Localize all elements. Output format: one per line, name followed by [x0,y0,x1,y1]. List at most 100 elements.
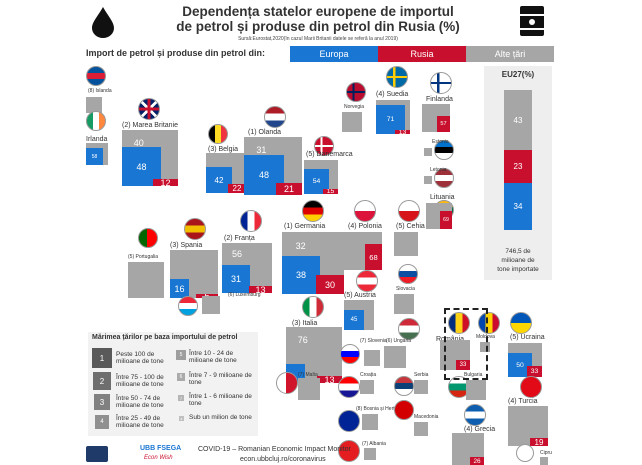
rusia-segment-lituania: 69 [440,211,452,229]
europa-segment-spania: 16 [170,279,189,298]
rusia-segment-belgia: 22 [228,184,246,193]
rusia-segment-marea-britanie: 12 [153,179,178,186]
flag-danemarca-icon [314,136,334,156]
alte-value-marea-britanie: 40 [133,137,144,148]
country-square-letonia [424,176,432,184]
country-square-danemarca: 54 15 [304,160,338,194]
flag-finlanda-icon [430,72,452,94]
flag-bosnia-si-hertegovina-icon [338,410,360,432]
country-square-estonia [424,148,432,156]
europa-segment-suedia: 71 [376,105,405,134]
eu27-total-line-1: 746,5 de [505,248,531,255]
country-square-cipru [540,457,548,465]
size-rank-6-box: 6 [177,373,185,381]
flag-italia-icon [302,296,324,318]
rusia-segment-suedia: 13 [395,130,410,134]
flag-albania-icon [338,440,360,462]
size-rank-2-box: 2 [93,372,111,390]
country-label-polonia: (4) Polonia [348,223,382,230]
size-rank-4-box: 4 [95,415,109,429]
country-label-norvegia: Norvegia [344,104,365,110]
eu27-alte-segment: 43 [504,90,532,150]
country-square-luxemburg [202,296,220,314]
country-square-irlanda: 58 [86,143,108,165]
alte-value-franta: 56 [231,249,242,260]
country-label-turcia: (4) Turcia [508,398,538,405]
eu27-total-line-3: tone importate [497,266,539,273]
flag-luxemburg-icon [178,296,198,316]
size-rank-7-text: Între 1 - 6 milioane de tone [189,393,252,407]
country-label-italia: (3) Italia [292,320,318,327]
title-line-1: Dependența statelor europene de importul [182,4,454,19]
footer-url[interactable]: econ.ubbcluj.ro/coronavirus [240,456,326,463]
country-label-malta: (7) Malta [298,372,318,378]
country-label-marea-britanie: (2) Marea Britanie [122,122,179,129]
country-square-turcia: 19 [508,406,548,446]
country-label-ucraina: (5) Ucraina [510,334,545,341]
country-square-cehia [394,232,418,256]
country-square-belgia: 42 22 [206,153,246,193]
source-note: Sursă:Eurostat,2020(în cazul Marii Brita… [238,36,398,42]
size-legend-title: Mărimea țărilor pe baza importului de pe… [92,334,238,341]
country-label-germania: (1) Germania [284,223,326,230]
size-rank-3-box: 3 [94,394,110,410]
legend-alte: Alte țări [466,46,554,62]
flag-suedia-icon [386,66,408,88]
country-label-estonia: Estonia [432,139,449,145]
country-square-croatia [360,380,374,394]
country-square-norvegia [342,112,362,132]
country-label-ungaria: (6) Ungaria [386,338,412,344]
rusia-segment-ucraina: 33 [527,366,542,377]
size-rank-6-text: Între 7 - 9 milioane de tone [189,372,252,386]
alte-value-italia: 76 [297,334,308,345]
country-label-slovenia: (7) Slovenia [360,338,387,344]
flag-portugalia-icon [138,228,158,248]
flag-slovenia-icon [340,344,360,364]
flag-olanda-icon [264,106,286,128]
country-label-cipru: Cipru [540,450,552,456]
alte-value-germania: 32 [295,240,306,251]
country-square-franta: 31 13 56 [222,243,272,293]
country-square-serbia [414,380,428,394]
country-label-cehia: (5) Cehia [396,223,425,230]
europa-segment-austria: 45 [344,310,364,330]
footer-text: COVID-19 – Romanian Economic Impact Moni… [198,446,351,453]
country-label-macedonia: Macedonia [414,414,439,420]
country-label-luxemburg: (6) Luxemburg [228,292,261,298]
country-square-bosnia-si-hertegovina [362,414,378,430]
country-square-austria: 45 [344,300,374,330]
europa-segment-germania: 38 [282,256,320,294]
country-square-spania: 166 [170,250,218,298]
rusia-segment-italia: 13 [317,376,342,383]
rusia-segment-franta: 13 [249,286,272,293]
country-label-romania: România [436,336,464,343]
rusia-segment-olanda: 21 [276,183,302,195]
flag-irlanda-icon [86,111,106,131]
flag-macedonia-icon [394,400,414,420]
country-label-bulgaria: Bulgaria [464,372,483,378]
flag-norvegia-icon [346,82,366,102]
infographic-poster: Dependența statelor europene de importul… [80,0,556,465]
flag-grecia-icon [464,404,486,426]
country-label-olanda: (1) Olanda [248,129,282,136]
legend-question: Import de petrol și produse din petrol d… [86,48,266,58]
size-rank-7-box: 7 [178,395,184,401]
country-label-islanda: (8) Islanda [88,88,112,94]
flag-croatia-icon [338,376,360,398]
flag-malta-icon [276,372,298,394]
country-square-moldova [480,342,490,352]
flag-islanda-icon [86,66,106,86]
rusia-segment-polonia: 68 [365,244,382,270]
flag-germania-icon [302,200,324,222]
country-label-suedia: (4) Suedia [376,91,409,98]
eu27-bar: 43 23 34 [504,90,532,230]
flag-cipru-icon [516,444,534,462]
country-square-suedia: 71 13 [376,100,410,134]
rusia-segment-romania: 33 [456,360,470,370]
country-square-finlanda: 57 [422,104,450,132]
alte-value-olanda: 31 [256,145,267,156]
size-rank-1-box: 1 [92,348,112,368]
country-label-danemarca: (5) Danemarca [306,151,353,158]
eu27-rusia-segment: 23 [504,150,532,183]
country-square-malta [298,378,320,400]
